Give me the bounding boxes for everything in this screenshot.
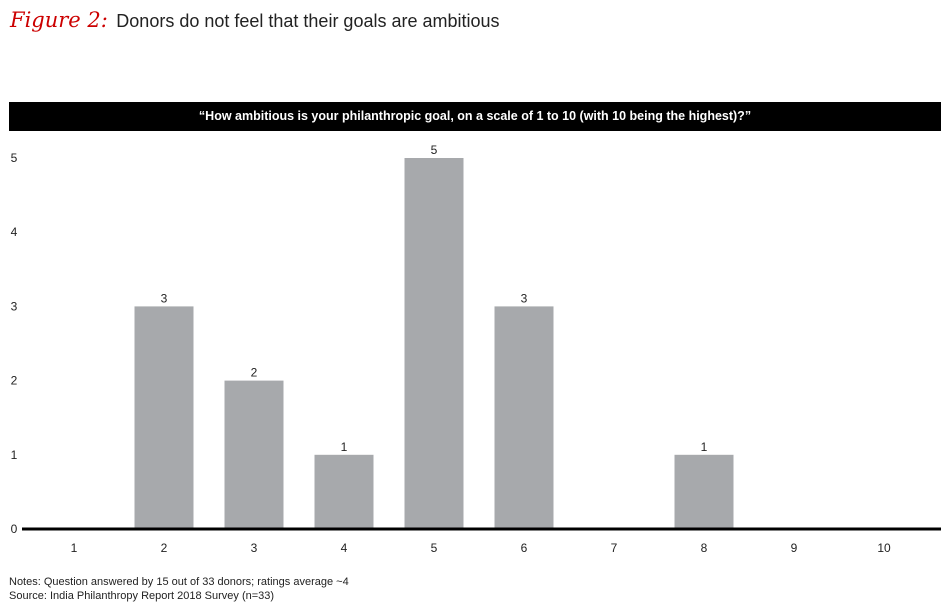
chart-notes: Notes: Question answered by 15 out of 33… [9, 575, 349, 603]
x-tick-label: 2 [161, 541, 168, 555]
notes-line: Notes: Question answered by 15 out of 33… [9, 576, 349, 588]
x-tick-label: 8 [701, 541, 708, 555]
x-tick-label: 9 [791, 541, 798, 555]
data-label: 1 [341, 440, 348, 454]
data-label: 3 [521, 291, 528, 305]
data-label: 5 [431, 143, 438, 157]
bar [134, 306, 194, 529]
y-tick-label: 2 [11, 374, 18, 388]
data-label: 3 [161, 291, 168, 305]
y-tick-label: 1 [11, 448, 18, 462]
x-tick-label: 6 [521, 541, 528, 555]
y-tick-label: 5 [11, 151, 18, 165]
y-tick-label: 4 [11, 225, 18, 239]
x-tick-label: 7 [611, 541, 618, 555]
data-label: 2 [251, 366, 258, 380]
chart-question-banner: “How ambitious is your philanthropic goa… [9, 102, 941, 131]
x-tick-label: 5 [431, 541, 438, 555]
bar [404, 158, 464, 529]
x-tick-label: 1 [71, 541, 78, 555]
x-tick-label: 4 [341, 541, 348, 555]
data-label: 1 [701, 440, 708, 454]
x-tick-label: 10 [877, 541, 891, 555]
source-line: Source: India Philanthropy Report 2018 S… [9, 590, 275, 602]
x-tick-label: 3 [251, 541, 258, 555]
bar [314, 454, 374, 529]
bar [674, 454, 734, 529]
y-tick-label: 3 [11, 299, 18, 313]
figure-header: Figure 2: Donors do not feel that their … [10, 8, 500, 32]
bar [224, 380, 284, 529]
y-tick-label: 0 [11, 522, 18, 536]
figure-title: Donors do not feel that their goals are … [116, 11, 500, 31]
figure-label: Figure 2: [10, 8, 108, 32]
bar [494, 306, 554, 529]
